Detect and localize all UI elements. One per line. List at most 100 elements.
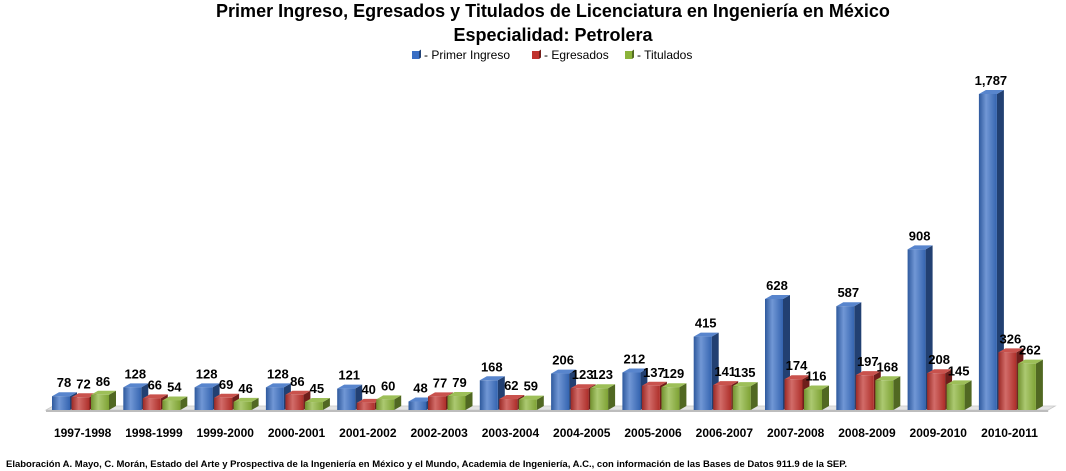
bar-titulados-2000-2001: [304, 398, 330, 410]
value-label: 208: [928, 352, 950, 367]
value-label: 121: [338, 368, 360, 383]
value-label: 141: [714, 364, 736, 379]
value-label: 66: [148, 377, 162, 392]
bar-primer-ingreso-2010-2011: [978, 90, 1004, 410]
bar-titulados-2005-2006: [661, 383, 687, 410]
value-label: 69: [219, 377, 233, 392]
floor-edge: [46, 410, 1049, 412]
value-label: 206: [552, 353, 574, 368]
legend-swatch: [412, 51, 419, 59]
x-tick-labels: 1997-1998 1998-1999 1999-2000 2000-2001 2001…: [54, 426, 1038, 440]
source-note: Elaboración A. Mayo, C. Morán, Estado de…: [6, 459, 847, 470]
bar-group-2008-2009: [836, 302, 901, 410]
value-label: 79: [452, 375, 466, 390]
bar-group-2001-2002: [337, 384, 402, 410]
value-label: 908: [909, 228, 931, 243]
value-label: 46: [238, 381, 252, 396]
value-label: 123: [572, 367, 594, 382]
chart-subtitle: Especialidad: Petrolera: [453, 25, 653, 45]
value-label: 587: [837, 285, 859, 300]
bar-group-2006-2007: [693, 332, 758, 410]
bar-group-2004-2005: [551, 369, 616, 410]
x-tick-label: 1998-1999: [125, 426, 183, 440]
bar-group-2005-2006: [622, 368, 687, 410]
bars-group: [52, 90, 1043, 410]
bar-group-2007-2008: [765, 294, 829, 410]
legend: - Primer Ingreso - Egresados - Titulados: [412, 48, 692, 62]
bar-primer-ingreso-2009-2010: [907, 245, 933, 410]
chart-title: Primer Ingreso, Egresados y Titulados de…: [216, 1, 890, 21]
x-tick-label: 2002-2003: [410, 426, 468, 440]
value-label: 77: [433, 375, 447, 390]
bar-titulados-2004-2005: [590, 384, 616, 410]
bar-titulados-2002-2003: [447, 392, 473, 410]
value-label: 60: [381, 378, 395, 393]
bar-titulados-1999-2000: [233, 397, 259, 410]
value-label: 415: [695, 316, 717, 331]
value-label: 86: [290, 374, 304, 389]
value-label: 135: [734, 365, 756, 380]
bar-titulados-2001-2002: [376, 395, 402, 410]
value-label: 54: [167, 379, 182, 394]
legend-swatch: [532, 51, 539, 59]
bar-group-1999-2000: [194, 383, 259, 410]
x-tick-label: 2008-2009: [838, 426, 896, 440]
legend-item: - Primer Ingreso: [412, 48, 510, 62]
value-label: 197: [857, 354, 879, 369]
bar-group-2002-2003: [408, 392, 473, 410]
bar-titulados-2006-2007: [732, 382, 758, 410]
x-tick-label: 1999-2000: [197, 426, 255, 440]
value-label: 128: [196, 366, 218, 381]
bar-group-2003-2004: [479, 376, 544, 410]
x-tick-label: 1997-1998: [54, 426, 112, 440]
x-tick-label: 2000-2001: [268, 426, 326, 440]
value-label: 212: [624, 352, 646, 367]
bar-titulados-2003-2004: [518, 395, 544, 410]
value-label: 128: [267, 366, 289, 381]
value-label: 128: [124, 366, 146, 381]
legend-label: - Primer Ingreso: [424, 48, 510, 62]
legend-label: - Titulados: [637, 48, 692, 62]
value-label: 129: [663, 366, 685, 381]
legend-item: - Egresados: [532, 48, 609, 62]
bar-group-2010-2011: [978, 90, 1043, 410]
value-label: 59: [524, 379, 538, 394]
bar-group-1998-1999: [123, 383, 188, 410]
value-label: 45: [310, 381, 324, 396]
value-label: 168: [481, 359, 503, 374]
value-label: 78: [57, 375, 71, 390]
bar-group-2009-2010: [907, 245, 972, 410]
x-tick-label: 2010-2011: [981, 426, 1038, 440]
x-tick-label: 2004-2005: [553, 426, 611, 440]
value-label: 116: [806, 368, 827, 383]
x-tick-label: 2005-2006: [624, 426, 682, 440]
legend-label: - Egresados: [544, 48, 609, 62]
value-label: 48: [413, 381, 427, 396]
legend-swatch: [625, 51, 632, 59]
x-tick-label: 2009-2010: [910, 426, 968, 440]
value-label: 168: [876, 359, 898, 374]
bar-group-2000-2001: [265, 383, 330, 410]
value-label: 40: [361, 382, 375, 397]
bar-titulados-1997-1998: [91, 390, 116, 410]
x-tick-label: 2001-2002: [339, 426, 397, 440]
value-label: 123: [591, 367, 613, 382]
value-label: 145: [948, 363, 970, 378]
value-label: 1,787: [975, 73, 1008, 88]
x-tick-label: 2007-2008: [767, 426, 825, 440]
value-label: 326: [1000, 331, 1022, 346]
value-label: 174: [786, 358, 808, 373]
value-label: 62: [504, 378, 518, 393]
value-label: 628: [766, 278, 788, 293]
bar-titulados-1998-1999: [162, 396, 188, 410]
x-tick-label: 2003-2004: [482, 426, 540, 440]
bar-titulados-2010-2011: [1017, 359, 1043, 410]
x-tick-label: 2006-2007: [696, 426, 754, 440]
bar-titulados-2008-2009: [875, 376, 901, 410]
value-label: 137: [643, 365, 665, 380]
bar-titulados-2007-2008: [804, 385, 829, 410]
value-label: 86: [96, 374, 110, 389]
